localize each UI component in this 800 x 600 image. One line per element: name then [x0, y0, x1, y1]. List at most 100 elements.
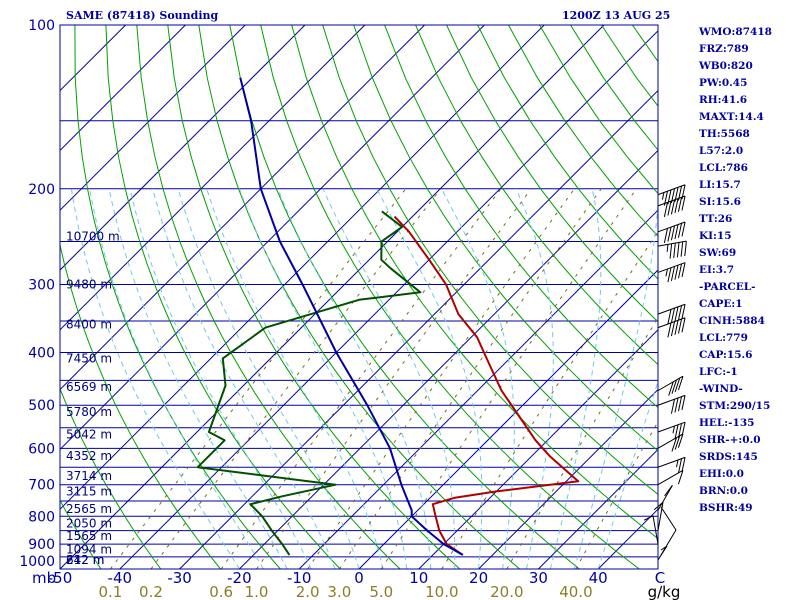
- wind-barb: [657, 317, 686, 338]
- pressure-tick-label: 900: [28, 537, 55, 553]
- dry-adiabat: [60, 499, 102, 569]
- index-row: LCL:786: [699, 162, 748, 174]
- dry-adiabat: [446, 25, 658, 323]
- pressure-tick-label: 300: [28, 278, 55, 294]
- index-row: BRN:0.0: [699, 485, 748, 497]
- dry-adiabat: [60, 387, 162, 569]
- dry-adiabat: [105, 25, 341, 569]
- index-row: SI:15.6: [699, 196, 741, 208]
- pressure-tick-label: 800: [28, 509, 55, 525]
- isotherm-line: [60, 25, 366, 331]
- wind-barb: [657, 262, 686, 283]
- moist-adiabat: [549, 188, 602, 569]
- height-label: 6569 m: [66, 380, 112, 394]
- wind-barb: [657, 240, 687, 259]
- index-row: FRZ:789: [699, 43, 749, 55]
- index-row: -WIND-: [699, 383, 743, 395]
- index-row: TT:26: [699, 213, 733, 225]
- height-label: 5042 m: [66, 428, 112, 442]
- isotherm-line: [418, 329, 658, 569]
- dry-adiabat: [136, 25, 401, 569]
- index-row: RH:41.6: [699, 94, 748, 106]
- plot-frame: [59, 24, 659, 570]
- index-row: CAPE:1: [699, 298, 743, 310]
- temperature-tick-label: -40: [108, 569, 133, 587]
- pressure-tick-label: 1000: [19, 554, 55, 570]
- pressure-tick-label: 400: [28, 346, 55, 362]
- wind-barb: [657, 485, 673, 511]
- moist-adiabat: [89, 188, 264, 569]
- height-label: 3115 m: [66, 484, 112, 498]
- index-row: KI:15: [699, 230, 732, 242]
- mixing-ratio-tick-label: 3.0: [327, 583, 351, 600]
- station-title: SAME (87418) Sounding: [66, 9, 219, 22]
- isotherm-line: [60, 25, 246, 211]
- hodograph: [657, 506, 677, 561]
- wind-barb: [657, 375, 684, 396]
- mixing-ratio-tick-label: 40.0: [559, 583, 592, 600]
- isotherm-line: [298, 209, 658, 569]
- mixing-ratio-tick-label: 2.0: [296, 583, 320, 600]
- pressure-unit-label: mb: [32, 569, 56, 587]
- mixing-ratio-tick-label: 0.6: [209, 583, 233, 600]
- moist-adiabat: [597, 379, 658, 569]
- index-row: STM:290/15: [699, 400, 771, 412]
- wind-barb: [657, 394, 686, 414]
- height-label: 8400 m: [66, 317, 112, 331]
- index-row: TH:5568: [699, 128, 750, 140]
- moist-adiabat: [239, 188, 408, 569]
- index-row: SRDS:145: [699, 451, 758, 463]
- height-label: 212 m: [66, 553, 104, 567]
- mixing-ratio-line: [338, 188, 602, 569]
- mixing-ratio-unit-label: g/kg: [648, 583, 681, 600]
- index-row: LI:15.7: [699, 179, 741, 191]
- index-row: L57:2.0: [699, 145, 744, 157]
- moist-adiabat: [515, 188, 554, 569]
- mixing-ratio-line: [150, 188, 442, 569]
- pressure-tick-label: 500: [28, 398, 55, 414]
- wind-barb: [657, 469, 684, 486]
- index-row: HEL:-135: [699, 417, 755, 429]
- isotherm-line: [538, 448, 658, 569]
- mixing-ratio-tick-label: 5.0: [369, 583, 393, 600]
- mixing-ratio-tick-label: 0.1: [98, 583, 122, 600]
- index-row: MAXT:14.4: [699, 111, 764, 123]
- index-row: PW:0.45: [699, 77, 748, 89]
- temperature-tick-label: 10: [409, 569, 428, 587]
- height-label: 1565 m: [66, 529, 112, 543]
- index-row: BSHR:49: [699, 502, 753, 514]
- mixing-ratio-line: [441, 230, 658, 569]
- moist-adiabat: [441, 188, 515, 569]
- pressure-tick-label: 700: [28, 478, 55, 494]
- wind-barb: [653, 501, 664, 531]
- wind-barb: [643, 515, 659, 545]
- index-row: -PARCEL-: [699, 281, 756, 293]
- stability-indices: WMO:87418 FRZ:789 WB0:820 PW:0.45 RH:41.6 MAX…: [699, 24, 799, 517]
- dry-adiabat: [477, 25, 658, 280]
- isotherm-line: [60, 25, 425, 391]
- index-row: LFC:-1: [699, 366, 738, 378]
- mixing-ratio-tick-label: 1.0: [245, 583, 269, 600]
- moist-adiabat: [322, 188, 456, 569]
- sounding-time: 1200Z 13 AUG 25: [562, 9, 671, 22]
- dry-adiabat: [260, 25, 640, 569]
- index-row: WB0:820: [699, 60, 753, 72]
- wind-barb: [657, 195, 686, 217]
- temperature-tick-label: 20: [469, 569, 488, 587]
- index-row: EHI:0.0: [699, 468, 744, 480]
- isotherm-line: [60, 25, 485, 451]
- temperature-tick-label: -50: [48, 569, 73, 587]
- wind-barb: [657, 456, 686, 474]
- wind-barb: [657, 221, 686, 243]
- moist-adiabat: [108, 188, 288, 569]
- height-label: 2565 m: [66, 502, 112, 516]
- moist-adiabat: [129, 188, 312, 569]
- isotherm-line: [119, 30, 658, 569]
- index-row: SW:69: [699, 247, 737, 259]
- index-row: WMO:87418: [699, 26, 772, 38]
- mixing-ratio-tick-label: 10.0: [425, 583, 458, 600]
- dry-adiabat: [384, 25, 658, 409]
- temperature-tick-label: -10: [287, 569, 312, 587]
- moist-adiabat: [376, 188, 483, 569]
